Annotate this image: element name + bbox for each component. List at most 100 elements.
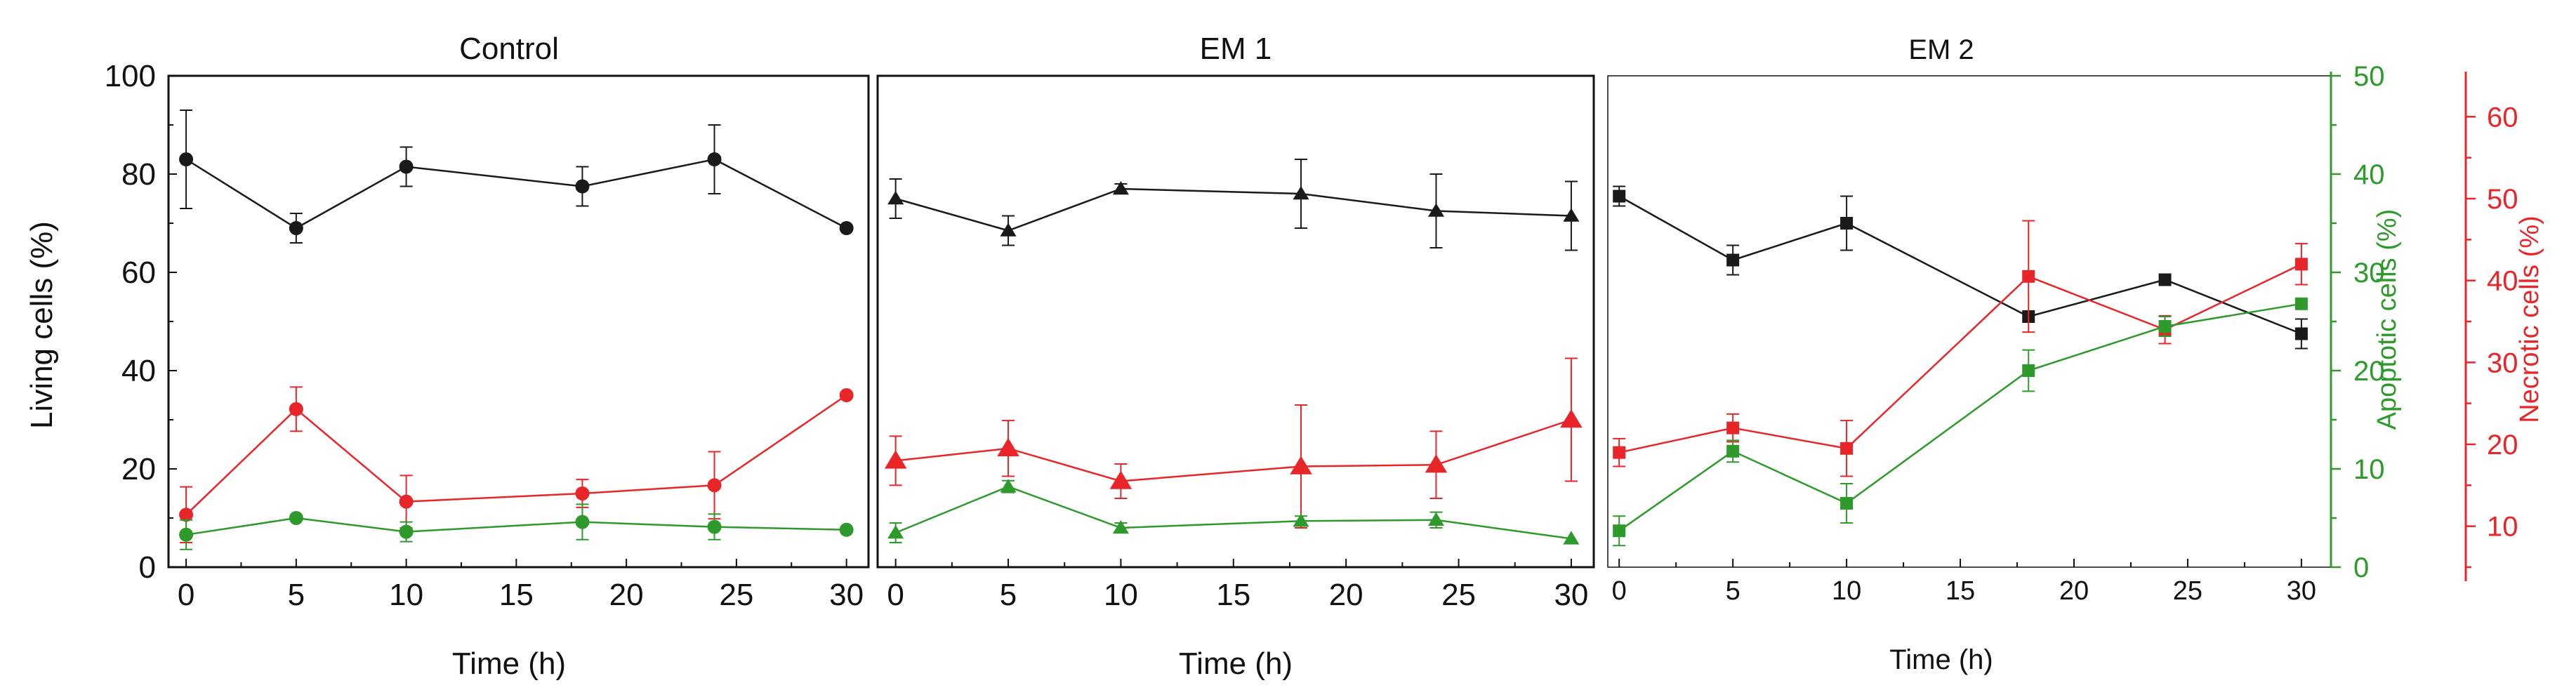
- data-point: [1613, 190, 1626, 203]
- data-point: [887, 525, 904, 539]
- data-point: [2294, 327, 2308, 340]
- y-axis-label-living: Living cells (%): [25, 221, 59, 429]
- data-point: [707, 152, 722, 166]
- x-tick-label: 20: [609, 578, 644, 612]
- series-line: [185, 394, 847, 516]
- series-necrotic: [1613, 220, 2308, 477]
- data-point: [1613, 524, 1626, 538]
- apoptotic-tick-label: 20: [2353, 356, 2385, 387]
- x-tick-label: 15: [1946, 576, 1975, 606]
- data-point: [2158, 320, 2172, 333]
- data-point: [1560, 409, 1583, 428]
- data-point: [179, 527, 194, 542]
- data-point: [1293, 186, 1309, 200]
- panel-title-em2: EM 2: [1908, 34, 1974, 65]
- necrotic-tick-label: 50: [2487, 184, 2518, 215]
- x-tick-label: 30: [2287, 576, 2316, 606]
- panel-title-em1: EM 1: [1200, 32, 1272, 66]
- necrotic-tick-label: 40: [2487, 266, 2518, 297]
- x-axis-label-em2: Time (h): [1889, 644, 1993, 675]
- x-tick-label: 0: [1612, 576, 1627, 606]
- plot-frame: [167, 74, 870, 569]
- series-line: [895, 418, 1572, 482]
- data-point: [1000, 223, 1017, 237]
- series-necrotic: [884, 357, 1583, 529]
- data-point: [839, 221, 854, 235]
- x-tick-label: 5: [1000, 578, 1017, 612]
- data-point: [575, 486, 590, 500]
- data-point: [997, 437, 1019, 457]
- y-tick-label: 20: [121, 452, 156, 486]
- apoptotic-tick-label: 10: [2353, 454, 2385, 485]
- panel-title-control: Control: [459, 32, 559, 66]
- data-point: [575, 515, 590, 529]
- necrotic-tick-label: 20: [2487, 430, 2518, 460]
- data-point: [1293, 513, 1309, 527]
- data-point: [1112, 181, 1129, 195]
- plot-frame: [876, 74, 1595, 569]
- series-line: [1618, 263, 2302, 453]
- data-point: [1840, 442, 1854, 455]
- data-point: [1425, 454, 1448, 473]
- x-tick-label: 30: [829, 578, 864, 612]
- x-tick-label: 30: [1554, 578, 1588, 612]
- series-line: [1618, 195, 2302, 335]
- series-line: [1618, 303, 2302, 532]
- x-tick-label: 20: [2059, 576, 2089, 606]
- data-point: [1613, 446, 1626, 459]
- y-axis-label-necrotic: Necrotic cells (%): [2515, 215, 2544, 423]
- data-point: [1726, 421, 1740, 434]
- data-point: [839, 388, 854, 402]
- series-apoptotic: [1613, 297, 2308, 547]
- y-tick-label: 40: [121, 354, 156, 388]
- apoptotic-tick-label: 30: [2353, 258, 2385, 288]
- x-tick-label: 10: [1832, 576, 1861, 606]
- data-point: [399, 524, 414, 539]
- series-line: [185, 158, 847, 230]
- necrotic-tick-label: 60: [2487, 102, 2518, 133]
- data-point: [839, 522, 854, 537]
- data-point: [1563, 531, 1580, 545]
- x-tick-label: 10: [1104, 578, 1138, 612]
- x-axis-label-control: Time (h): [452, 646, 566, 681]
- data-point: [1427, 203, 1445, 217]
- data-point: [1726, 444, 1740, 458]
- x-tick-label: 5: [288, 578, 305, 612]
- y-tick-label: 100: [105, 59, 156, 93]
- data-point: [2294, 258, 2308, 271]
- data-point: [399, 494, 414, 509]
- y-tick-label: 80: [121, 157, 156, 192]
- data-point: [2294, 297, 2308, 310]
- data-point: [1000, 479, 1017, 493]
- data-point: [2022, 270, 2035, 283]
- series-necrotic: [179, 386, 854, 543]
- panel-1: 0 5 10 15 20 25 30: [876, 74, 1595, 612]
- series-line: [185, 517, 847, 536]
- y-axis-label-apoptotic: Apoptotic cells (%): [2372, 209, 2402, 430]
- data-point: [1840, 497, 1854, 510]
- x-tick-label: 25: [2173, 576, 2202, 606]
- plot-frame: [1607, 75, 2332, 568]
- x-tick-label: 0: [887, 578, 904, 612]
- y-tick-label: 60: [121, 256, 156, 290]
- data-point: [179, 507, 194, 522]
- data-point: [1109, 470, 1132, 489]
- x-tick-label: 25: [1441, 578, 1476, 612]
- panel-2: 0 5 10 15 20 25 30 0 10 20 30 40 50 10 20 30 40 50 60: [1607, 61, 2518, 606]
- data-point: [289, 511, 303, 525]
- panel-0: 0 5 10 15 20 25 30 0 20 40 60 80 100: [105, 59, 870, 612]
- data-point: [1290, 456, 1312, 475]
- apoptotic-tick-label: 0: [2353, 552, 2369, 583]
- data-point: [887, 191, 904, 205]
- data-point: [1726, 253, 1740, 267]
- y-tick-label: 0: [139, 550, 156, 585]
- data-point: [707, 478, 722, 493]
- x-tick-label: 0: [178, 578, 194, 612]
- data-point: [884, 450, 907, 469]
- series-apoptotic: [179, 503, 854, 550]
- data-point: [1840, 217, 1854, 230]
- series-line: [895, 485, 1572, 540]
- x-tick-label: 10: [389, 578, 423, 612]
- data-point: [707, 519, 722, 534]
